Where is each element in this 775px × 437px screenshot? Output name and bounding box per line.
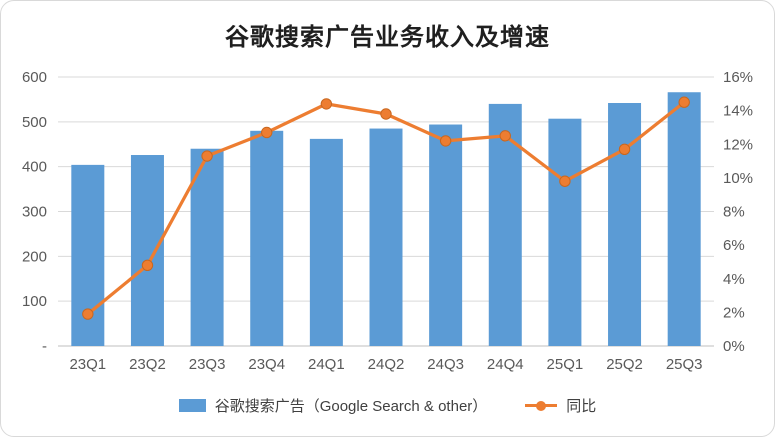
yoy-marker-24Q3 xyxy=(439,135,452,147)
yoy-marker-23Q4 xyxy=(261,126,273,139)
bar-23Q3 xyxy=(190,148,224,346)
bar-24Q2 xyxy=(369,128,403,346)
left-axis-tick: 400 xyxy=(22,159,47,176)
right-axis-tick: 16% xyxy=(723,69,753,86)
yoy-marker-25Q2 xyxy=(618,143,631,155)
x-axis-label: 24Q3 xyxy=(427,356,464,373)
right-axis-tick: 10% xyxy=(723,170,753,187)
x-axis-label: 23Q3 xyxy=(189,356,226,373)
yoy-marker-24Q1 xyxy=(320,98,333,110)
yoy-marker-23Q2 xyxy=(141,259,154,271)
yoy-marker-24Q4 xyxy=(499,130,511,142)
yoy-marker-25Q3 xyxy=(678,96,690,108)
legend-item-line: 同比 xyxy=(525,395,596,416)
legend-item-bar: 谷歌搜索广告（Google Search & other） xyxy=(178,395,488,416)
left-axis-tick: 200 xyxy=(22,248,47,265)
bar-swatch-icon xyxy=(178,399,206,412)
bar-25Q3 xyxy=(667,92,701,346)
yoy-marker-24Q2 xyxy=(380,108,392,120)
left-axis-tick: 300 xyxy=(22,204,47,221)
bar-25Q1 xyxy=(548,118,582,346)
legend-bar-label: 谷歌搜索广告（Google Search & other） xyxy=(214,398,488,415)
left-axis-tick: 100 xyxy=(22,293,47,310)
right-axis-tick: 12% xyxy=(723,136,753,153)
bar-23Q2 xyxy=(130,155,164,346)
yoy-marker-25Q1 xyxy=(559,175,571,187)
yoy-marker-23Q3 xyxy=(201,150,213,162)
x-axis-label: 25Q3 xyxy=(666,356,703,373)
right-axis-tick: 4% xyxy=(723,271,745,288)
x-axis-label: 24Q2 xyxy=(368,356,405,373)
bar-24Q1 xyxy=(309,138,343,346)
x-axis-label: 25Q1 xyxy=(547,356,584,373)
right-axis-tick: 8% xyxy=(723,204,745,221)
bar-24Q3 xyxy=(429,124,463,346)
right-axis-tick: 14% xyxy=(723,103,753,120)
left-axis-tick: - xyxy=(42,338,47,355)
x-axis-label: 24Q1 xyxy=(308,356,345,373)
right-axis-tick: 6% xyxy=(723,237,745,254)
x-axis-label: 25Q2 xyxy=(606,356,643,373)
chart-title: 谷歌搜索广告业务收入及增速 xyxy=(225,24,550,51)
legend: 谷歌搜索广告（Google Search & other） 同比 xyxy=(1,395,774,416)
right-axis-tick: 2% xyxy=(723,304,745,321)
yoy-marker-23Q1 xyxy=(82,308,94,320)
bar-23Q4 xyxy=(250,130,284,346)
line-marker-swatch-icon xyxy=(525,400,558,411)
x-axis-label: 24Q4 xyxy=(487,356,524,373)
left-axis-tick: 600 xyxy=(22,69,47,86)
bar-25Q2 xyxy=(608,103,642,347)
right-axis-tick: 0% xyxy=(723,338,745,355)
x-axis-label: 23Q2 xyxy=(129,356,166,373)
x-axis-label: 23Q4 xyxy=(248,356,285,373)
left-axis-tick: 500 xyxy=(22,114,47,131)
x-axis-label: 23Q1 xyxy=(69,356,106,373)
legend-line-label: 同比 xyxy=(566,398,597,415)
